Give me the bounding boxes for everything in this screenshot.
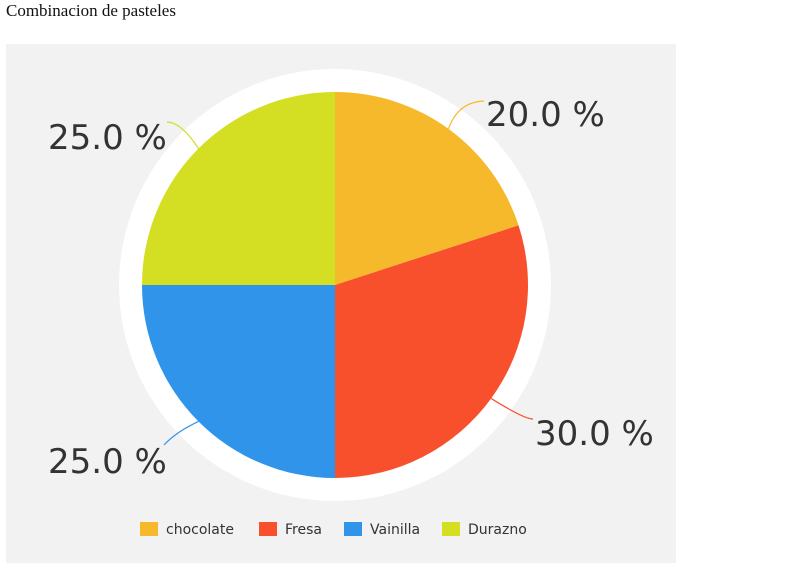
slice-label-chocolate: 20.0 % [486, 95, 605, 135]
pie-slice-chocolate[interactable] [335, 92, 519, 285]
legend-item-vainilla[interactable]: Vainilla [344, 522, 420, 538]
pie-chart-panel: 20.0 % 30.0 % 25.0 % 25.0 % chocolate Fresa V… [6, 44, 676, 563]
legend-item-durazno[interactable]: Durazno [442, 522, 527, 538]
pie-slice-vainilla[interactable] [142, 285, 335, 478]
legend-swatch-vainilla [344, 522, 362, 536]
chart-legend: chocolate Fresa Vainilla Durazno [140, 522, 527, 538]
slice-label-durazno: 25.0 % [48, 118, 167, 158]
legend-swatch-chocolate [140, 522, 158, 536]
leader-line-vainilla [163, 420, 199, 446]
legend-label-durazno: Durazno [468, 522, 527, 538]
slice-percentage-labels: 20.0 % 30.0 % 25.0 % 25.0 % [48, 95, 654, 482]
slice-label-vainilla: 25.0 % [48, 442, 167, 482]
legend-swatch-durazno [442, 522, 460, 536]
slice-leader-lines [163, 100, 534, 446]
pie-slice-fresa[interactable] [335, 225, 528, 478]
legend-label-vainilla: Vainilla [370, 522, 420, 538]
leader-line-chocolate [447, 100, 485, 130]
leader-line-durazno [166, 121, 200, 149]
pie-slices [142, 92, 528, 478]
leader-line-fresa [490, 397, 534, 420]
legend-label-fresa: Fresa [285, 522, 322, 538]
pie-chart: 20.0 % 30.0 % 25.0 % 25.0 % chocolate Fresa V… [48, 69, 654, 538]
pie-slice-durazno[interactable] [142, 92, 335, 285]
legend-swatch-fresa [259, 522, 277, 536]
slice-label-fresa: 30.0 % [535, 414, 654, 454]
legend-item-fresa[interactable]: Fresa [259, 522, 322, 538]
legend-item-chocolate[interactable]: chocolate [140, 522, 234, 538]
page-title: Combinacion de pasteles [6, 1, 176, 20]
legend-label-chocolate: chocolate [166, 522, 234, 538]
